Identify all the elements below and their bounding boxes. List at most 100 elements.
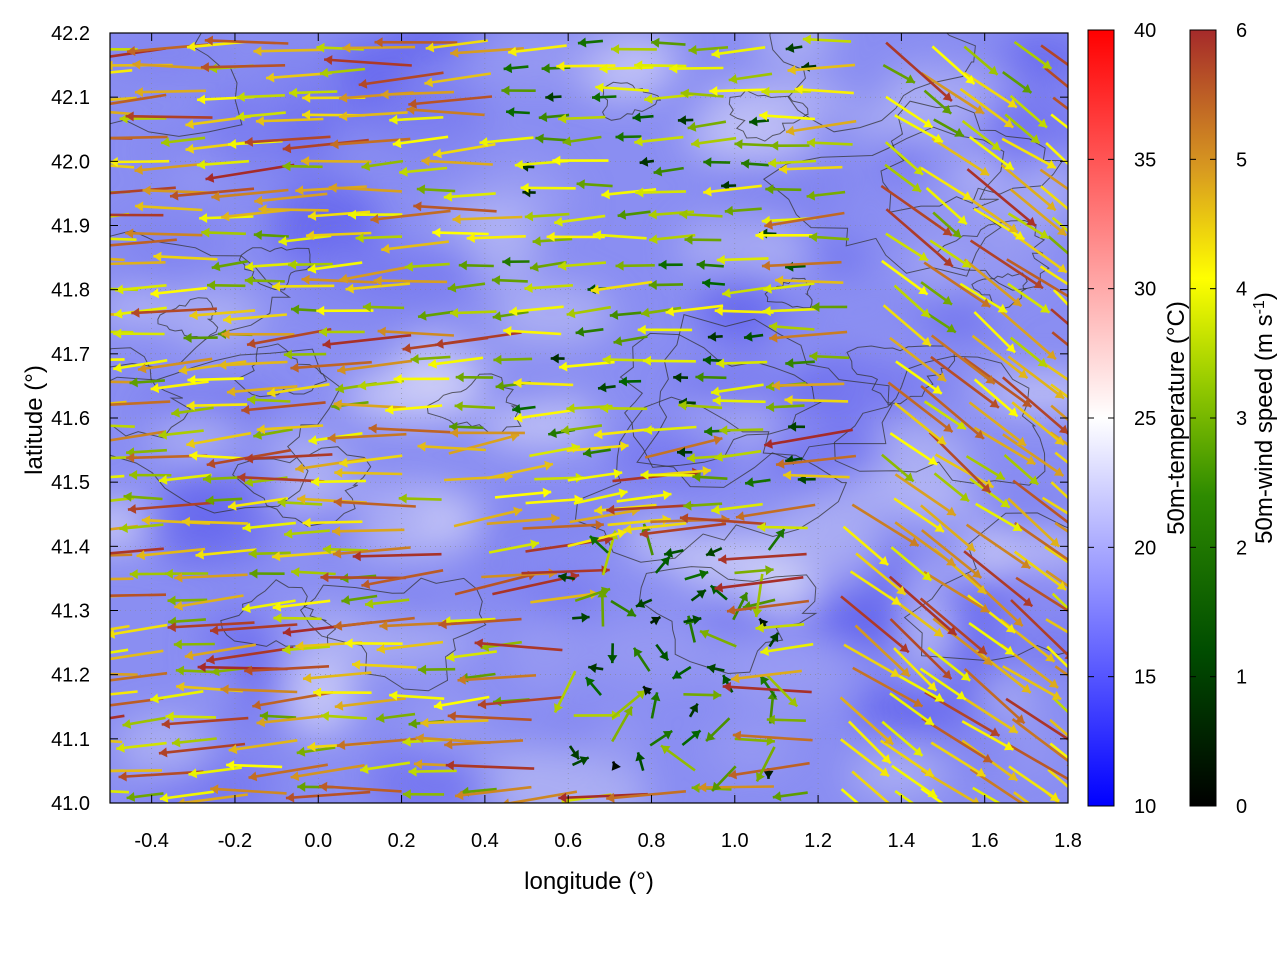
terrain-contour bbox=[110, 347, 191, 439]
wind-arrow bbox=[716, 254, 769, 265]
wind-arrow bbox=[149, 690, 204, 704]
wind-arrow bbox=[1007, 212, 1050, 240]
wind-arrow bbox=[122, 716, 166, 729]
y-axis: 41.0 41.1 41.2 41.3 41.4 41.5 41.6 41.7 41.8 41.9… bbox=[51, 23, 1068, 815]
wind-arrow bbox=[313, 687, 372, 698]
wind-arrow bbox=[200, 62, 286, 73]
wind-arrow bbox=[457, 674, 537, 685]
wind-arrow bbox=[283, 528, 330, 539]
temperature-patch bbox=[457, 548, 528, 596]
wind-arrow bbox=[765, 674, 799, 708]
wind-arrow bbox=[972, 786, 1002, 803]
wind-arrow bbox=[334, 467, 403, 478]
wind-arrow bbox=[741, 158, 769, 169]
wind-arrow bbox=[673, 372, 689, 383]
wind-arrow bbox=[434, 331, 522, 349]
colorbar-tick-label: 35 bbox=[1134, 149, 1156, 171]
wind-arrow bbox=[920, 72, 985, 115]
wind-arrow bbox=[1052, 96, 1068, 111]
wind-arrow bbox=[1047, 235, 1068, 256]
wind-arrow bbox=[692, 472, 728, 482]
wind-arrow bbox=[347, 209, 403, 220]
wind-arrow bbox=[406, 104, 485, 117]
wind-arrow bbox=[322, 544, 369, 555]
wind-arrow bbox=[447, 711, 532, 722]
wind-arrow bbox=[334, 697, 406, 711]
wind-arrow bbox=[302, 671, 372, 684]
wind-arrow bbox=[574, 586, 611, 603]
wind-arrow bbox=[611, 706, 634, 743]
wind-arrow bbox=[788, 421, 806, 432]
wind-arrow bbox=[358, 71, 444, 89]
wind-arrow bbox=[759, 110, 816, 121]
wind-arrow bbox=[1008, 765, 1060, 803]
wind-arrow bbox=[688, 702, 699, 718]
wind-arrow bbox=[1007, 497, 1061, 548]
wind-arrow bbox=[1007, 743, 1068, 781]
wind-arrow bbox=[339, 111, 408, 122]
wind-arrow bbox=[183, 332, 218, 343]
wind-arrow bbox=[189, 450, 248, 461]
wind-arrow bbox=[110, 261, 166, 266]
temperature-patch bbox=[594, 710, 642, 780]
wind-arrow bbox=[1047, 768, 1068, 789]
y-tick-label: 41.1 bbox=[51, 729, 90, 751]
wind-arrow bbox=[129, 377, 165, 388]
wind-arrow bbox=[840, 738, 890, 778]
wind-arrow bbox=[513, 378, 574, 388]
wind-arrow bbox=[775, 454, 857, 469]
y-tick-label: 42.0 bbox=[51, 151, 90, 173]
wind-arrow bbox=[110, 474, 125, 479]
wind-arrow bbox=[728, 761, 810, 780]
wind-arrow bbox=[110, 358, 125, 361]
wind-arrow bbox=[226, 760, 283, 771]
wind-arrow bbox=[882, 304, 932, 347]
wind-arrow bbox=[763, 282, 815, 294]
wind-arrow bbox=[879, 739, 935, 778]
x-tick-label: 1.2 bbox=[804, 830, 832, 852]
wind-arrow bbox=[389, 690, 445, 701]
wind-arrow bbox=[110, 496, 135, 503]
wind-arrow bbox=[761, 260, 842, 271]
wind-arrow bbox=[885, 208, 954, 268]
wind-arrow bbox=[433, 695, 490, 711]
wind-arrow bbox=[226, 385, 298, 397]
wind-arrow bbox=[158, 473, 212, 485]
wind-arrow bbox=[616, 490, 672, 503]
wind-arrow bbox=[418, 664, 456, 675]
wind-arrow bbox=[404, 261, 450, 272]
wind-arrow bbox=[766, 714, 806, 725]
wind-arrow bbox=[562, 135, 602, 147]
wind-arrow bbox=[575, 326, 604, 337]
wind-arrow bbox=[783, 470, 850, 481]
wind-arrow bbox=[592, 230, 647, 241]
wind-arrow bbox=[110, 257, 125, 262]
wind-arrow bbox=[488, 539, 540, 554]
wind-arrow bbox=[502, 256, 530, 267]
wind-arrow bbox=[112, 359, 168, 373]
wind-arrow bbox=[513, 409, 572, 423]
wind-arrow bbox=[573, 488, 628, 505]
wind-arrow bbox=[601, 188, 657, 200]
temperature-patch bbox=[678, 215, 807, 277]
wind-arrow bbox=[655, 643, 670, 662]
wind-arrow bbox=[932, 211, 963, 239]
wind-arrow bbox=[319, 67, 366, 78]
wind-arrow bbox=[351, 659, 417, 670]
temperature-patch bbox=[116, 713, 209, 778]
wind-arrow bbox=[258, 204, 329, 215]
wind-arrow bbox=[889, 618, 953, 680]
wind-arrow bbox=[136, 547, 206, 561]
wind-arrow bbox=[920, 385, 985, 440]
wind-arrow bbox=[703, 157, 731, 168]
wind-arrow bbox=[492, 310, 529, 322]
y-tick-label: 41.8 bbox=[51, 280, 90, 302]
wind-arrow bbox=[126, 792, 164, 802]
temperature-patch bbox=[754, 423, 887, 482]
wind-arrow bbox=[582, 447, 611, 458]
terrain-contour bbox=[846, 345, 956, 405]
wind-arrow bbox=[678, 400, 723, 411]
wind-arrow bbox=[110, 577, 134, 581]
wind-arrow bbox=[571, 756, 590, 767]
